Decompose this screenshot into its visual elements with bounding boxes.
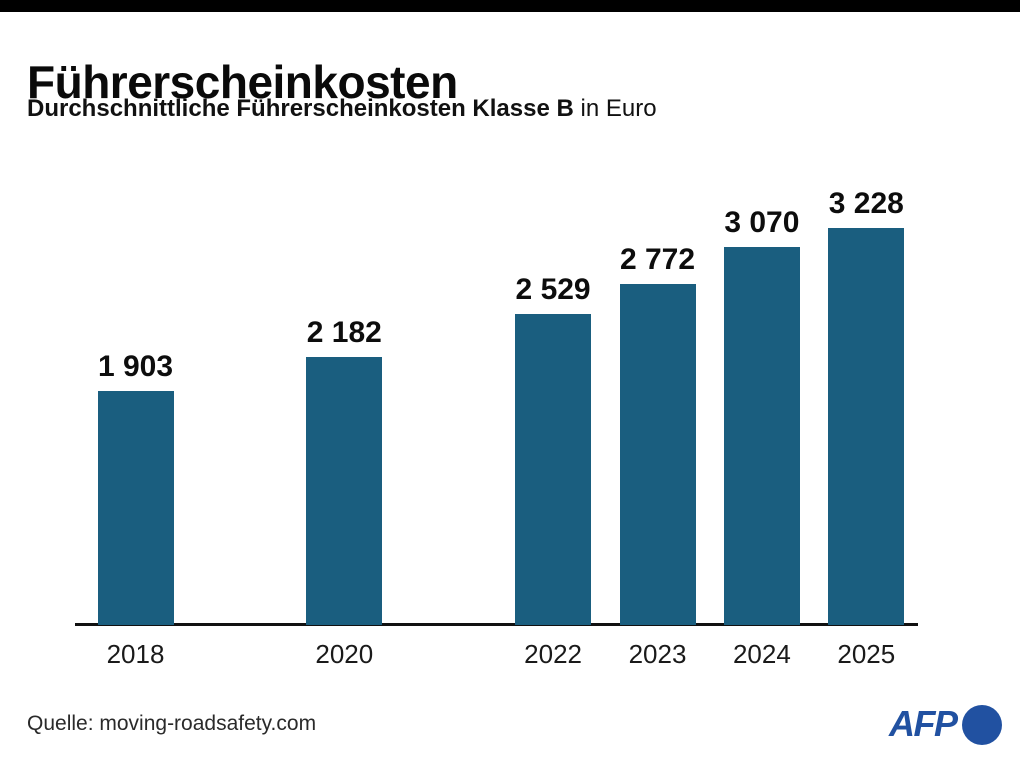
x-axis-label-2018: 2018 [106,639,165,669]
x-axis-label-2024: 2024 [732,639,791,669]
x-axis-line [75,623,918,626]
subtitle-regular-part: in Euro [573,95,657,122]
bar-2022 [515,314,592,625]
bar-2020 [306,357,383,625]
source-credit: Quelle: moving-roadsafety.com [27,712,317,735]
bar-value-label-2025: 3 228 [828,187,904,220]
bar-value-label-2020: 2 182 [306,316,382,349]
x-axis-label-2022: 2022 [524,639,583,669]
bar-2025 [828,228,905,625]
x-axis-label-2025: 2025 [837,639,896,669]
subtitle-bold-part: Durchschnittliche Führerscheinkosten Kla… [27,95,574,122]
afp-logo-circle-icon [961,705,1002,745]
chart-subtitle: Durchschnittliche Führerscheinkosten Kla… [27,95,657,123]
bar-2023 [619,284,696,625]
bar-2018 [97,391,174,625]
page-title: Führerscheinkosten [27,55,458,108]
bar-value-label-2023: 2 772 [619,243,696,276]
x-axis-label-2020: 2020 [315,639,374,669]
bar-value-label-2018: 1 903 [97,350,174,383]
bar-value-label-2024: 3 070 [724,206,800,239]
bar-2024 [723,247,800,625]
x-axis-label-2023: 2023 [628,639,687,669]
top-black-bar [0,0,1020,12]
bar-value-label-2022: 2 529 [515,273,591,306]
afp-logo-text: AFP [889,702,958,744]
afp-logo: AFP [889,703,1002,747]
